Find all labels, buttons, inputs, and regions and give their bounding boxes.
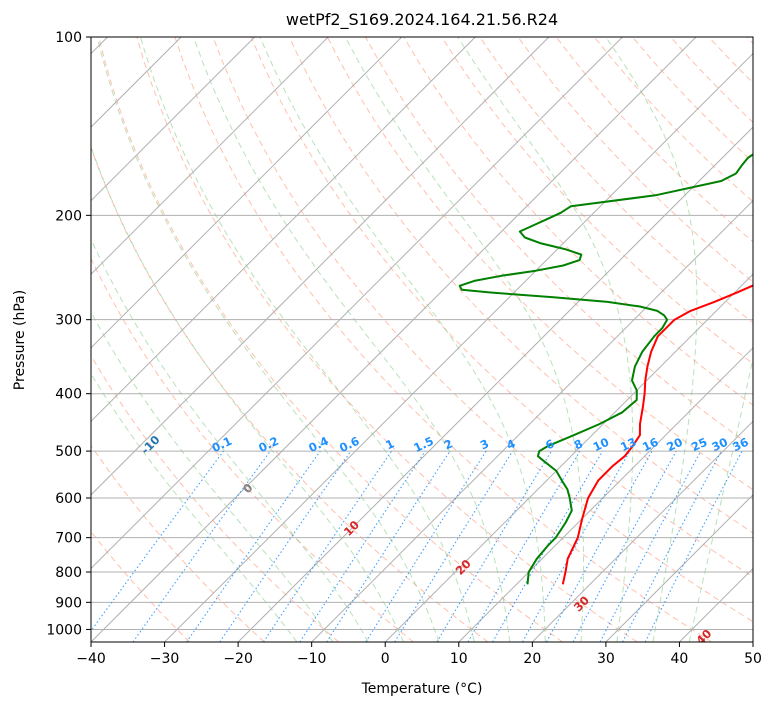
y-tick-label: 900 [55,595,82,611]
x-tick-label: −10 [297,651,327,667]
y-tick-label: 800 [55,565,82,581]
x-tick-label: 10 [450,651,468,667]
x-tick-label: 50 [744,651,762,667]
y-tick-label: 300 [55,313,82,329]
chart-title: wetPf2_S169.2024.164.21.56.R24 [286,10,558,30]
y-tick-label: 400 [55,387,82,403]
x-tick-label: −40 [76,651,106,667]
y-tick-label: 700 [55,531,82,547]
y-tick-label: 500 [55,444,82,460]
x-tick-label: 0 [381,651,390,667]
x-tick-label: 40 [671,651,689,667]
y-tick-label: 100 [55,30,82,46]
x-axis-label: Temperature (°C) [361,681,483,697]
x-tick-label: 30 [597,651,615,667]
x-tick-label: −20 [223,651,253,667]
x-tick-label: −30 [150,651,180,667]
y-tick-label: 600 [55,491,82,507]
x-tick-label: 20 [523,651,541,667]
y-tick-label: 200 [55,208,82,224]
y-axis-label: Pressure (hPa) [12,290,28,390]
y-tick-label: 1000 [46,622,82,638]
